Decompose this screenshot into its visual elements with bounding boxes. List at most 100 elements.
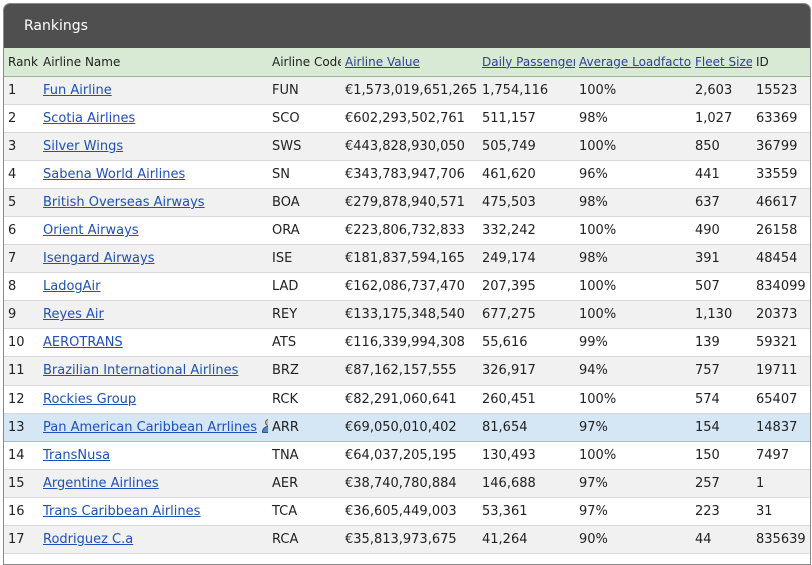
- cell-name: Argentine Airlines: [39, 469, 268, 497]
- cell-lf: 97%: [579, 475, 608, 491]
- airline-link[interactable]: Reyes Air: [43, 307, 104, 323]
- column-header-code: Airline Code: [268, 48, 341, 77]
- table-row: 16 Trans Caribbean Airlines TCA €36,605,449…: [4, 497, 810, 526]
- column-header-label[interactable]: Airline Value: [345, 54, 420, 69]
- cell-fleet: 150: [695, 447, 720, 463]
- airline-link[interactable]: LadogAir: [43, 279, 101, 295]
- cell-id: 65407: [756, 391, 798, 407]
- column-header-lf[interactable]: Average Loadfactor: [575, 48, 691, 77]
- cell-value: €64,037,205,195: [345, 447, 457, 463]
- cell-lf: 94%: [579, 363, 608, 379]
- cell-name: Reyes Air: [39, 301, 268, 329]
- cell-code: TNA: [272, 447, 299, 463]
- cell-id: 46617: [756, 194, 798, 210]
- cell-lf: 97%: [579, 503, 608, 519]
- table-row: 4 Sabena World Airlines SN €343,783,947,706…: [4, 160, 810, 189]
- cell-fleet: 44: [695, 532, 712, 548]
- cell-name: Pan American Caribbean Arrlines: [39, 413, 268, 441]
- cell-name: LadogAir: [39, 273, 268, 301]
- cell-pax: 249,174: [482, 251, 536, 267]
- cell-value: €162,086,737,470: [345, 279, 465, 295]
- cell-id: 59321: [756, 335, 798, 351]
- panel-title: Rankings: [24, 18, 88, 34]
- cell-pax: 461,620: [482, 166, 536, 182]
- airline-link[interactable]: Orient Airways: [43, 223, 139, 239]
- cell-lf: 100%: [579, 82, 617, 98]
- column-header-label: Airline Name: [43, 54, 121, 69]
- airline-link[interactable]: Brazilian International Airlines: [43, 363, 239, 379]
- airline-link[interactable]: Trans Caribbean Airlines: [43, 503, 201, 519]
- cell-pax: 130,493: [482, 447, 536, 463]
- cell-rank: 9: [8, 307, 17, 323]
- cell-fleet: 391: [695, 251, 720, 267]
- airline-link[interactable]: Pan American Caribbean Arrlines: [43, 420, 258, 436]
- airline-link[interactable]: Rockies Group: [43, 391, 137, 407]
- rankings-panel: Rankings Rank Airline Name Airline Code Air…: [3, 3, 811, 565]
- cell-pax: 207,395: [482, 279, 536, 295]
- airline-link[interactable]: Isengard Airways: [43, 251, 155, 267]
- table-row: 8 LadogAir LAD €162,086,737,470 207,395 100% 5…: [4, 272, 810, 301]
- cell-id: 834099: [756, 279, 806, 295]
- table-header: Rank Airline Name Airline Code Airline Valu…: [4, 48, 810, 77]
- cell-fleet: 2,603: [695, 82, 733, 98]
- cell-id: 835639: [756, 532, 806, 548]
- column-header-label[interactable]: Daily Passengers: [482, 54, 575, 69]
- cell-fleet: 1,027: [695, 110, 733, 126]
- cell-id: 15523: [756, 82, 798, 98]
- cell-lf: 100%: [579, 447, 617, 463]
- cell-rank: 14: [8, 447, 25, 463]
- rankings-table: Rank Airline Name Airline Code Airline Valu…: [4, 48, 810, 554]
- cell-lf: 96%: [579, 166, 608, 182]
- cell-id: 33559: [756, 166, 798, 182]
- cell-name: Isengard Airways: [39, 245, 268, 273]
- cell-code: SCO: [272, 110, 300, 126]
- column-header-id: ID: [752, 48, 810, 77]
- table-row: 13 Pan American Caribbean Arrlines ARR €69,…: [4, 413, 810, 442]
- cell-rank: 10: [8, 335, 25, 351]
- cell-name: Fun Airline: [39, 76, 268, 104]
- column-header-rank: Rank: [4, 48, 39, 77]
- cell-name: Brazilian International Airlines: [39, 357, 268, 385]
- airline-link[interactable]: TransNusa: [43, 447, 111, 463]
- cell-name: Orient Airways: [39, 216, 268, 244]
- airline-link[interactable]: Fun Airline: [43, 82, 112, 98]
- cell-pax: 475,503: [482, 194, 536, 210]
- airline-link[interactable]: British Overseas Airways: [43, 194, 205, 210]
- cell-pax: 81,654: [482, 419, 528, 435]
- column-header-value[interactable]: Airline Value: [341, 48, 478, 77]
- airline-link[interactable]: Silver Wings: [43, 138, 124, 154]
- cell-lf: 98%: [579, 194, 608, 210]
- cell-id: 20373: [756, 307, 798, 323]
- cell-code: SN: [272, 166, 290, 182]
- column-header-pax[interactable]: Daily Passengers: [478, 48, 575, 77]
- cell-id: 19711: [756, 363, 798, 379]
- cell-pax: 146,688: [482, 475, 536, 491]
- table-row: 9 Reyes Air REY €133,175,348,540 677,275 100%…: [4, 300, 810, 329]
- cell-code: BRZ: [272, 363, 299, 379]
- column-header-fleet[interactable]: Fleet Size: [691, 48, 752, 77]
- column-header-label: Airline Code: [272, 54, 341, 69]
- cell-rank: 4: [8, 166, 17, 182]
- cell-value: €443,828,930,050: [345, 138, 465, 154]
- column-header-label[interactable]: Fleet Size: [695, 54, 752, 69]
- airline-link[interactable]: Argentine Airlines: [43, 475, 159, 491]
- airline-link[interactable]: Rodriguez C.a: [43, 532, 134, 548]
- cell-id: 36799: [756, 138, 798, 154]
- airline-link[interactable]: Sabena World Airlines: [43, 166, 186, 182]
- cell-rank: 7: [8, 251, 17, 267]
- cell-code: LAD: [272, 279, 299, 295]
- cell-pax: 260,451: [482, 391, 536, 407]
- cell-lf: 99%: [579, 335, 608, 351]
- cell-pax: 511,157: [482, 110, 536, 126]
- cell-lf: 100%: [579, 223, 617, 239]
- cell-fleet: 574: [695, 391, 720, 407]
- column-header-label[interactable]: Average Loadfactor: [579, 54, 691, 69]
- cell-rank: 12: [8, 391, 25, 407]
- cell-pax: 1,754,116: [482, 82, 549, 98]
- cell-rank: 15: [8, 475, 25, 491]
- airline-link[interactable]: Scotia Airlines: [43, 110, 136, 126]
- airline-link[interactable]: AEROTRANS: [43, 335, 123, 351]
- table-row: 17 Rodriguez C.a RCA €35,813,973,675 41,264 9…: [4, 525, 810, 554]
- cell-name: Rockies Group: [39, 385, 268, 413]
- cell-lf: 98%: [579, 110, 608, 126]
